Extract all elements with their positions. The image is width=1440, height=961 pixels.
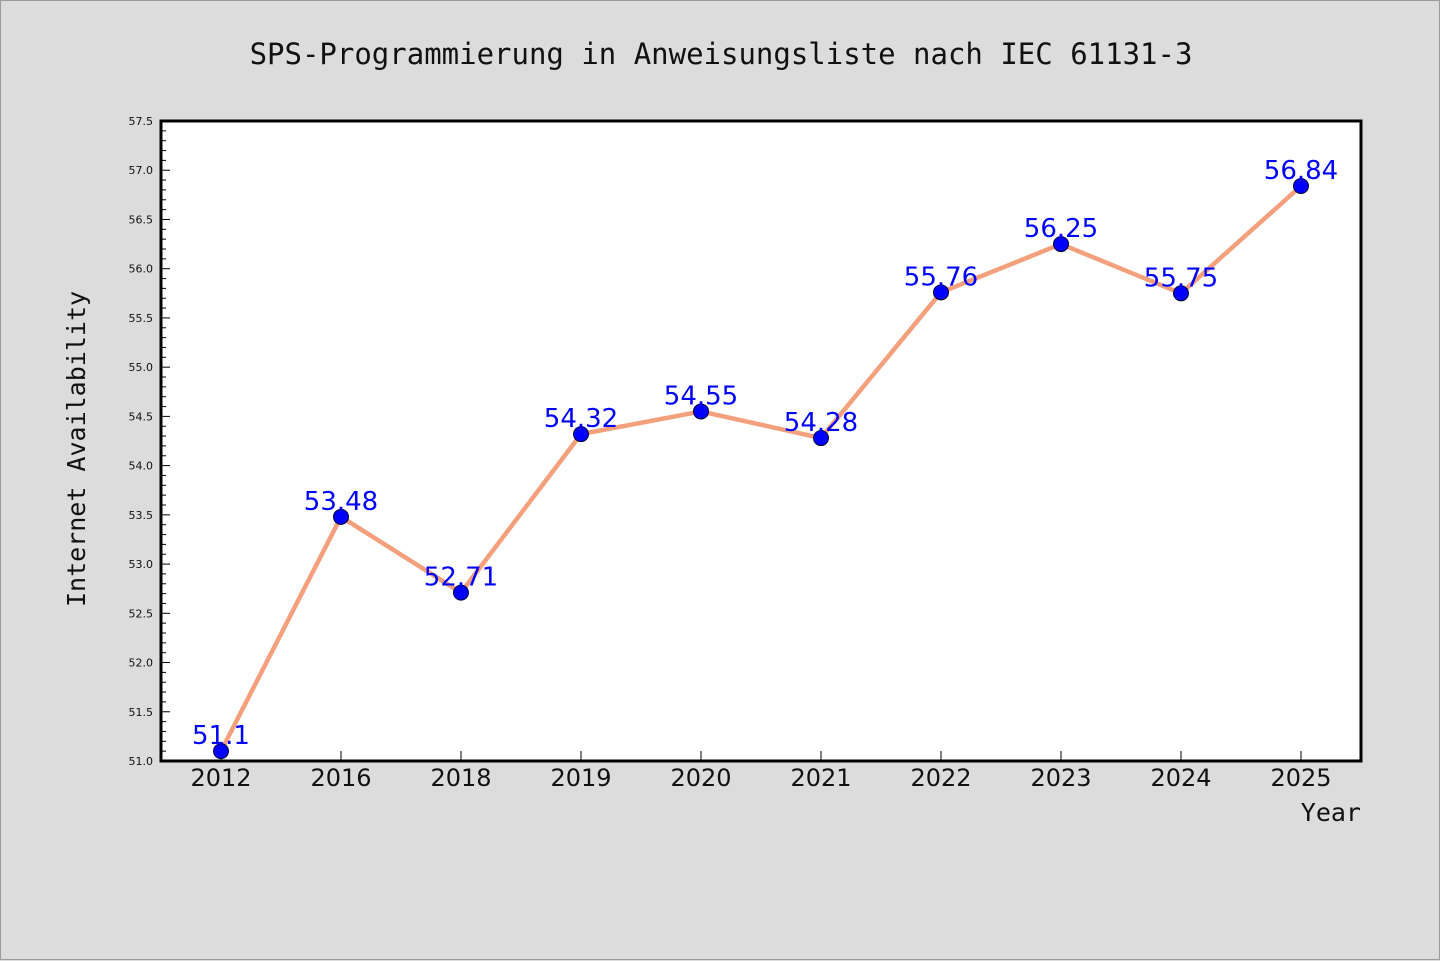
y-tick-label: 51.5 xyxy=(129,706,154,719)
chart-title: SPS-Programmierung in Anweisungsliste na… xyxy=(250,37,1193,71)
data-label: 55.75 xyxy=(1144,263,1218,293)
y-tick-label: 51.0 xyxy=(129,755,154,768)
data-point xyxy=(453,584,469,601)
y-axis: 51.0 51.5 52.0 52.5 53.0 53.5 54.0 54.5 55.0 55.5… xyxy=(129,115,170,768)
x-tick-label: 2018 xyxy=(430,764,491,792)
data-label: 56.84 xyxy=(1264,156,1338,186)
x-tick-label: 2021 xyxy=(790,764,851,792)
data-label: 54.32 xyxy=(544,404,618,434)
plot-area xyxy=(159,119,1363,763)
y-axis-label: Internet Availability xyxy=(62,291,91,607)
data-label: 54.55 xyxy=(664,381,738,411)
data-label: 53.48 xyxy=(304,487,378,517)
y-tick-label: 52.5 xyxy=(129,607,154,620)
data-point xyxy=(693,403,709,420)
data-label: 54.28 xyxy=(784,408,858,438)
y-tick-label: 53.0 xyxy=(129,558,154,571)
data-point xyxy=(813,430,829,447)
x-tick-label: 2019 xyxy=(550,764,611,792)
data-point xyxy=(1173,285,1189,302)
series-line xyxy=(218,183,1304,754)
data-point xyxy=(213,743,229,760)
x-tick-label: 2020 xyxy=(670,764,731,792)
y-tick-label: 55.0 xyxy=(129,361,154,374)
y-tick-label: 57.0 xyxy=(129,164,154,177)
data-point xyxy=(333,508,349,525)
x-tick-label: 2012 xyxy=(190,764,251,792)
y-tick-label: 56.0 xyxy=(129,263,154,276)
x-tick-label: 2023 xyxy=(1030,764,1091,792)
data-label: 51.1 xyxy=(192,721,250,751)
data-point xyxy=(1053,236,1069,253)
x-tick-label: 2022 xyxy=(910,764,971,792)
data-label: 56.25 xyxy=(1024,214,1098,244)
data-point xyxy=(933,284,949,301)
y-tick-label: 57.5 xyxy=(129,115,154,128)
data-point xyxy=(1293,177,1309,194)
data-label: 52.71 xyxy=(424,563,498,593)
x-tick-label: 2024 xyxy=(1150,764,1211,792)
data-point xyxy=(573,426,589,443)
y-tick-label: 54.0 xyxy=(129,460,154,473)
x-tick-label: 2025 xyxy=(1270,764,1331,792)
x-axis-label: Year xyxy=(1301,798,1361,827)
y-tick-label: 52.0 xyxy=(129,657,154,670)
y-tick-label: 55.5 xyxy=(129,312,154,325)
y-tick-label: 54.5 xyxy=(129,410,154,423)
data-label: 55.76 xyxy=(904,262,978,292)
y-tick-label: 56.5 xyxy=(129,213,154,226)
y-tick-label: 53.5 xyxy=(129,509,154,522)
series-layer: 51.1 53.48 52.71 54.32 54.55 54.28 55.76 56.25 5… xyxy=(192,156,1338,760)
x-axis: 2012 2016 2018 2019 2020 2021 2022 2023 2024 2025 xyxy=(190,751,1332,792)
x-tick-label: 2016 xyxy=(310,764,371,792)
